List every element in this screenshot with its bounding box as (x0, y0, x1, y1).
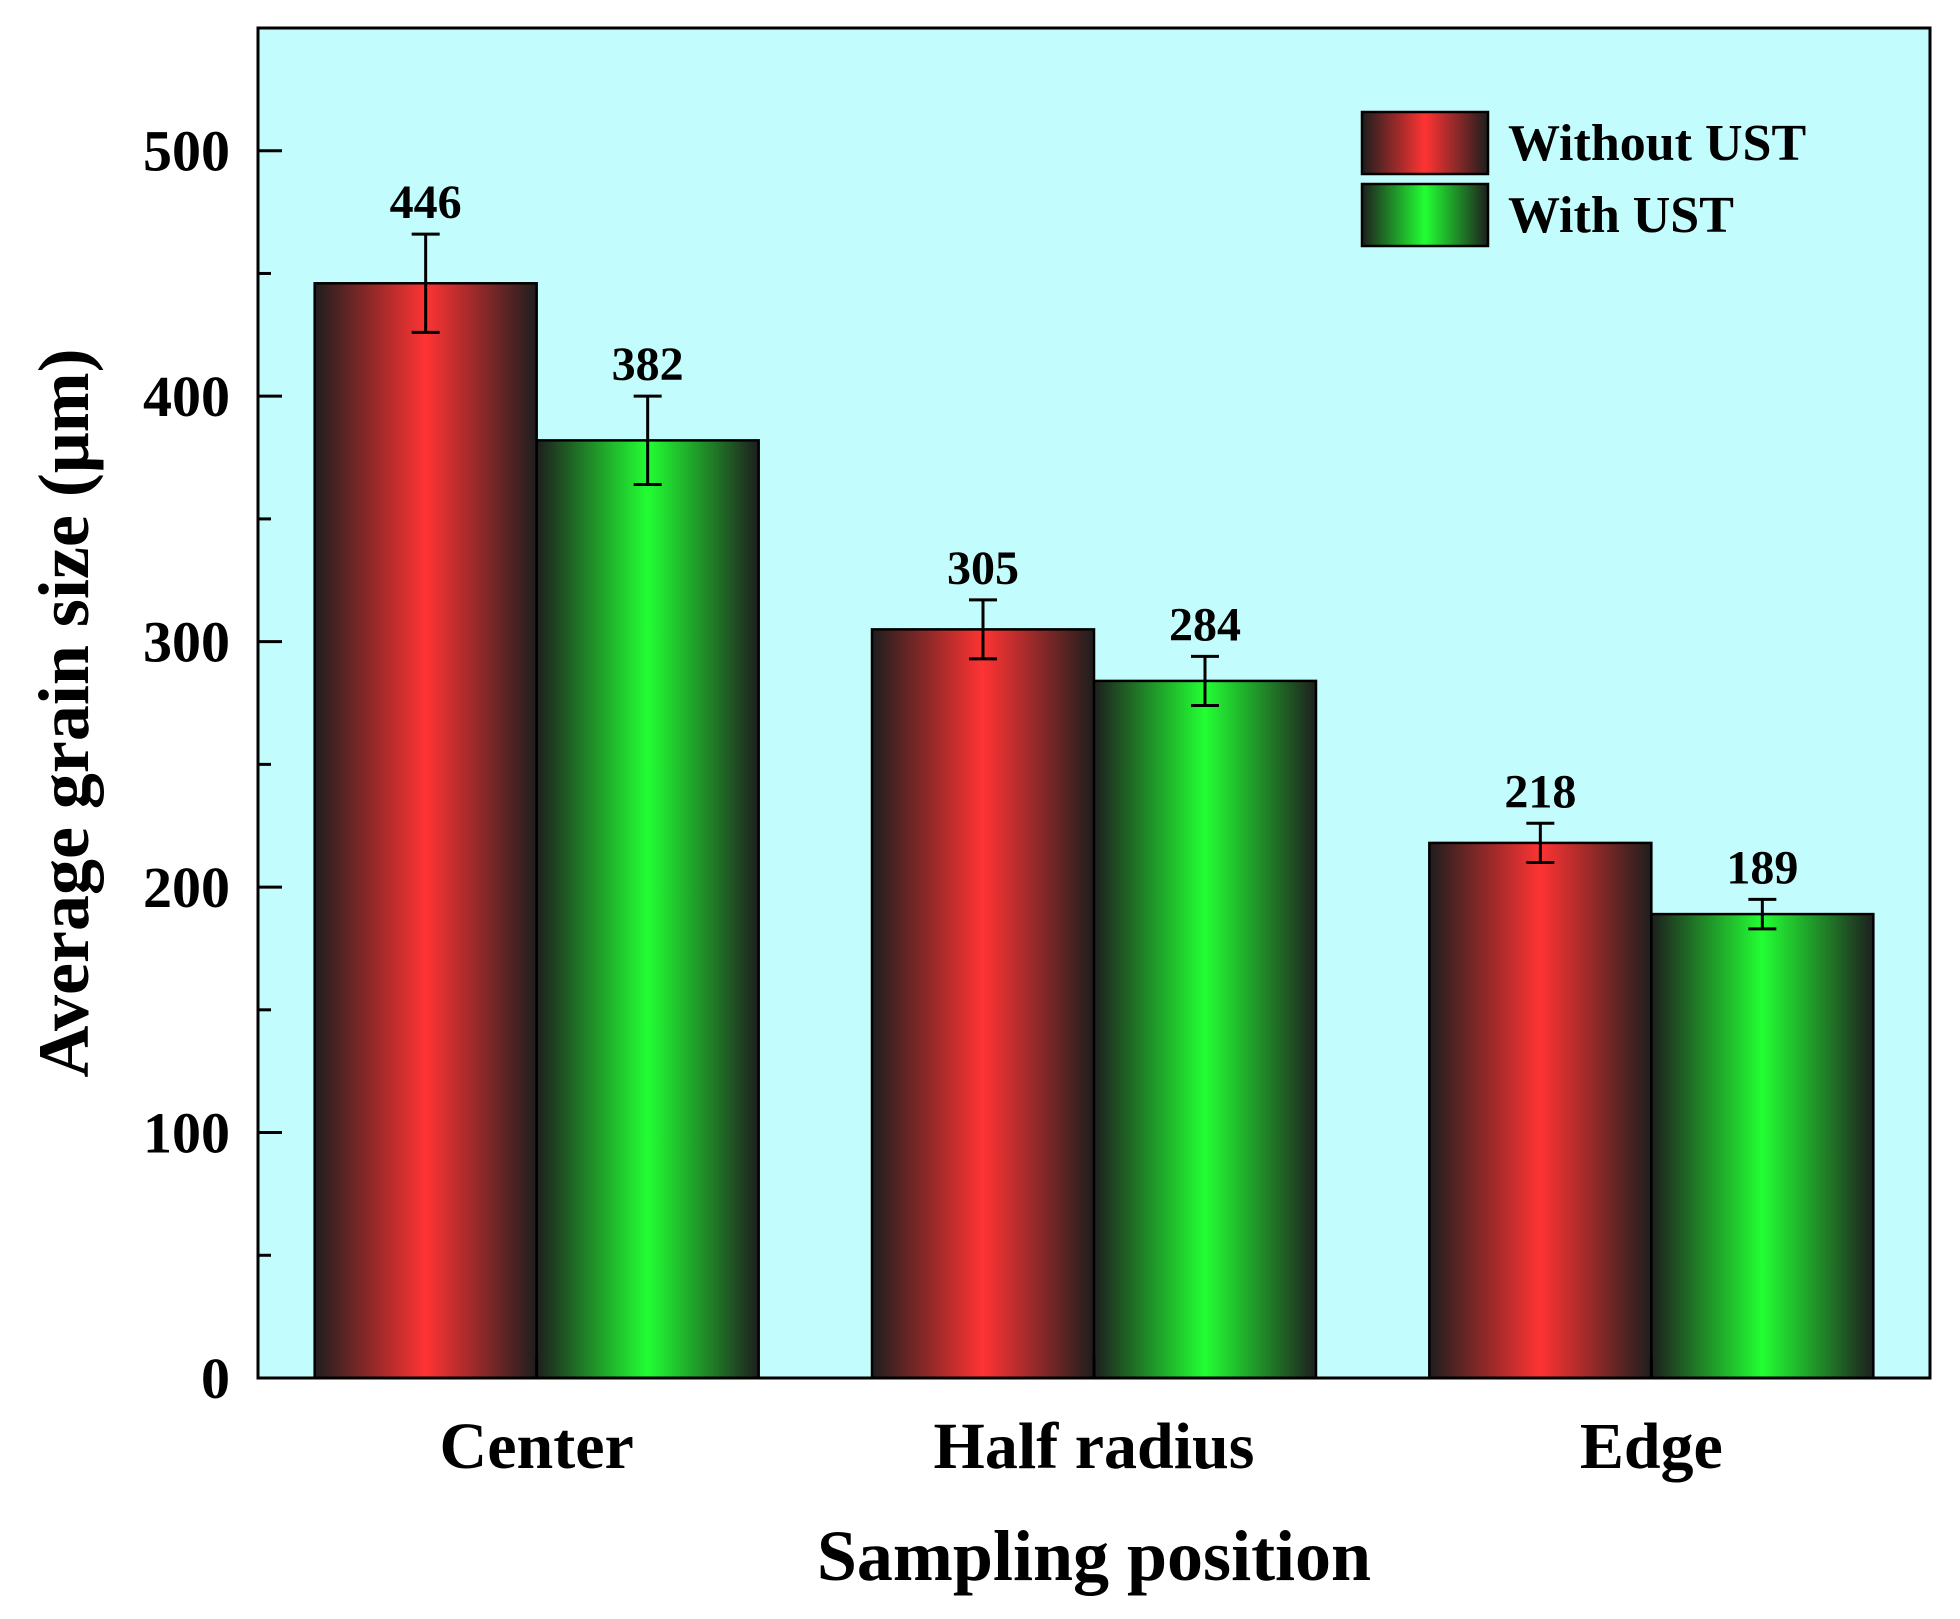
data-label: 218 (1504, 765, 1576, 818)
error-bar (969, 598, 997, 661)
data-label: 305 (947, 542, 1019, 595)
legend-label: Without UST (1508, 115, 1806, 172)
x-tick-label: Center (440, 1410, 634, 1483)
data-label: 284 (1169, 598, 1241, 651)
legend: Without UST With UST (1360, 110, 1806, 248)
data-label: 382 (612, 338, 684, 391)
data-labels-layer: 446 382 305 284 218 189 (390, 176, 1799, 894)
y-tick-label: 200 (143, 855, 230, 920)
error-bar (633, 394, 662, 487)
legend-swatch (1360, 182, 1490, 248)
y-axis-title: Average grain size (μm) (24, 348, 104, 1077)
legend-swatch (1360, 110, 1490, 176)
bars-layer (313, 282, 1875, 1380)
x-tick-label: Edge (1580, 1410, 1723, 1483)
error-bar (1748, 897, 1777, 931)
data-label: 446 (390, 176, 462, 229)
legend-item-with-ust: With UST (1360, 182, 1734, 248)
bar-with-ust-center (535, 439, 760, 1380)
y-tick-label: 500 (143, 119, 230, 184)
y-axis: 0 100 200 300 400 500 (143, 119, 282, 1411)
error-bar (1526, 821, 1555, 865)
bar-with-ust-half-radius (1092, 679, 1318, 1380)
error-bar (411, 232, 440, 334)
x-axis-title: Sampling position (817, 1516, 1371, 1596)
x-tick-label: Half radius (934, 1410, 1255, 1483)
bar-without-ust-half-radius (870, 628, 1096, 1380)
error-bar (1191, 654, 1219, 707)
y-tick-label: 100 (143, 1101, 230, 1166)
legend-item-without-ust: Without UST (1360, 110, 1806, 176)
y-tick-label: 400 (143, 364, 230, 429)
error-bars-layer (411, 232, 1777, 931)
bar-without-ust-edge (1428, 841, 1653, 1380)
bar-with-ust-edge (1650, 912, 1875, 1380)
y-tick-label: 300 (143, 610, 230, 675)
data-label: 189 (1726, 841, 1798, 894)
legend-label: With UST (1508, 187, 1734, 244)
y-tick-label: 0 (201, 1346, 230, 1411)
x-axis: Center Half radius Edge (440, 1358, 1723, 1483)
bar-without-ust-center (313, 282, 538, 1380)
